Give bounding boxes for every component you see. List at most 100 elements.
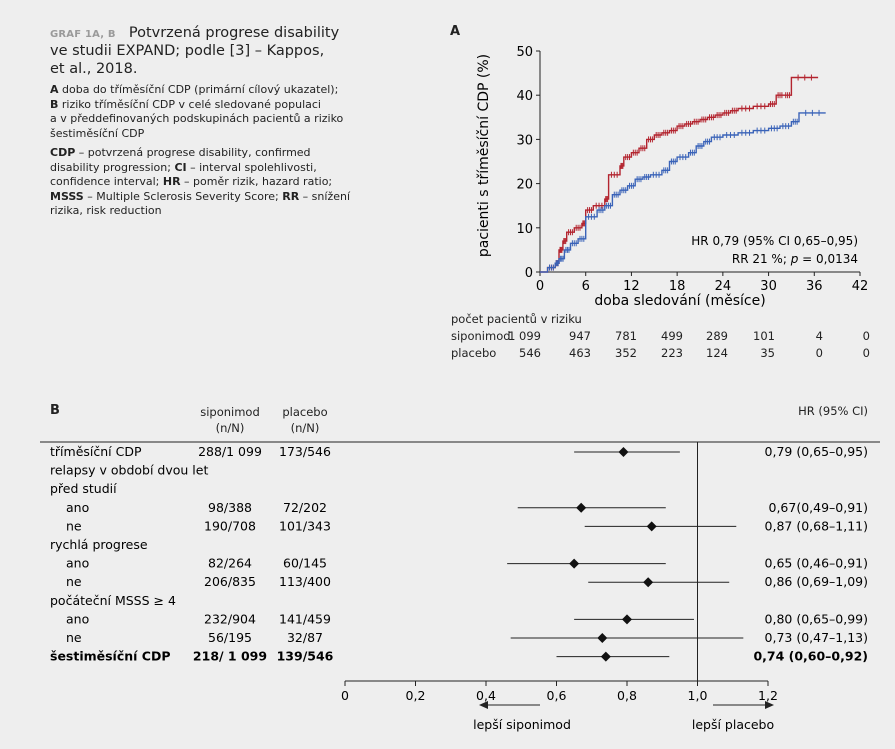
forest-x-tick-label: 0 bbox=[341, 688, 349, 703]
km-curve-chart: 0 10 20 30 40 50 0 6 12 18 24 30 36 42 doba sledování … bbox=[476, 45, 869, 309]
x-tick-label: 24 bbox=[715, 279, 732, 294]
series-siponimod-line bbox=[540, 112, 826, 273]
hr-ci-value: 0,74 (0,60–0,92) bbox=[753, 649, 868, 664]
subgroup-label: před studií bbox=[50, 481, 117, 496]
panel-a-label: A bbox=[450, 24, 461, 39]
subgroup-label: počáteční MSSS ≥ 4 bbox=[50, 593, 176, 608]
abbr-text: confidence interval; bbox=[50, 175, 163, 188]
subgroup-label: relapsy v období dvou let bbox=[50, 463, 208, 478]
risk-cell: 546 bbox=[519, 346, 541, 360]
hr-point-marker bbox=[597, 633, 608, 643]
col-header-siponimod: siponimod (n/N) bbox=[190, 404, 270, 436]
risk-cell: 4 bbox=[815, 329, 823, 343]
legend-a-label: A bbox=[50, 83, 59, 96]
y-tick-label: 0 bbox=[525, 266, 533, 281]
favors-left-arrow-head bbox=[479, 701, 488, 709]
hr-point-marker bbox=[576, 502, 587, 513]
subgroup-label: ne bbox=[66, 574, 82, 589]
risk-cell: 0 bbox=[815, 346, 823, 360]
subgroup-label: ne bbox=[66, 518, 82, 533]
legend-a-text: doba do tříměsíční CDP (primární cílový … bbox=[58, 83, 339, 96]
subgroup-label: ano bbox=[66, 611, 89, 626]
hr-ci-value: 0,79 (0,65–0,95) bbox=[765, 444, 868, 459]
siponimod-count: 190/708 bbox=[204, 518, 256, 533]
hr-ci-value: 0,67(0,49–0,91) bbox=[769, 500, 869, 515]
siponimod-count: 232/904 bbox=[204, 611, 256, 626]
legend-b-text: riziko tříměsíční CDP v celé sledované p… bbox=[58, 97, 321, 111]
abbr-key: CI bbox=[174, 160, 187, 174]
rr-annotation-part: p bbox=[790, 252, 799, 266]
forest-x-tick-label: 1,0 bbox=[688, 688, 708, 703]
hr-ci-value: 0,73 (0,47–1,13) bbox=[765, 630, 868, 645]
risk-cell: 0 bbox=[862, 346, 870, 360]
col-placebo-label: placebo bbox=[282, 405, 328, 419]
caption-title-line-2: ve studii EXPAND; podle [3] – Kappos, bbox=[50, 43, 325, 59]
y-tick-label: 20 bbox=[516, 178, 533, 193]
risk-cell: 124 bbox=[706, 346, 728, 360]
abbr-key: HR bbox=[162, 175, 181, 188]
y-tick-label: 30 bbox=[516, 133, 533, 148]
abbr-text: – Multiple Sclerosis Severity Score; bbox=[83, 189, 283, 203]
caption-tag: GRAF 1A, B bbox=[50, 29, 116, 40]
subgroup-label: rychlá progrese bbox=[50, 537, 148, 552]
rr-annotation-part: = 0,0134 bbox=[798, 252, 858, 266]
hr-point-marker bbox=[643, 577, 654, 588]
hr-annotation: HR 0,79 (95% CI 0,65–0,95) bbox=[691, 234, 858, 248]
risk-cell: 1 099 bbox=[508, 329, 541, 343]
forest-x-tick-label: 0,2 bbox=[406, 688, 426, 703]
placebo-count: 72/202 bbox=[283, 500, 327, 515]
x-tick-label: 0 bbox=[536, 279, 544, 294]
x-tick-label: 6 bbox=[582, 279, 590, 294]
forest-x-tick-label: 0,6 bbox=[547, 688, 567, 703]
siponimod-count: 98/388 bbox=[208, 500, 252, 515]
placebo-count: 141/459 bbox=[279, 611, 331, 626]
figure-caption: GRAF 1A, B Potvrzená progrese disability… bbox=[50, 22, 370, 219]
subgroup-label: tříměsíční CDP bbox=[50, 444, 142, 459]
risk-cell: 947 bbox=[569, 329, 591, 343]
y-tick-label: 10 bbox=[516, 222, 533, 237]
risk-cell: 463 bbox=[569, 346, 591, 360]
legend-b-label: B bbox=[50, 97, 59, 111]
rr-annotation-part: RR 21 %; bbox=[732, 252, 791, 266]
legend-b-line2: a v předdefinovaných podskupinách pacien… bbox=[50, 112, 344, 125]
forest-x-tick-label: 1,2 bbox=[758, 688, 778, 703]
rr-annotation: RR 21 %; p = 0,0134 bbox=[732, 252, 858, 266]
siponimod-count: 56/195 bbox=[208, 630, 252, 645]
subgroup-label: ano bbox=[66, 556, 89, 571]
hr-ci-value: 0,65 (0,46–0,91) bbox=[765, 556, 868, 571]
abbr-key: RR bbox=[282, 189, 300, 203]
abbr-text: – snížení bbox=[299, 189, 351, 203]
favors-right-arrow-head bbox=[765, 701, 774, 709]
placebo-count: 139/546 bbox=[277, 649, 334, 664]
abbr-key: CDP bbox=[50, 146, 76, 159]
col-placebo-sub: (n/N) bbox=[290, 421, 320, 435]
x-tick-label: 42 bbox=[852, 279, 869, 294]
subgroup-label: ano bbox=[66, 500, 89, 515]
abbr-key: MSSS bbox=[50, 189, 84, 203]
forest-x-tick-label: 0,4 bbox=[476, 688, 496, 703]
risk-cell: 781 bbox=[615, 329, 637, 343]
siponimod-count: 218/ 1 099 bbox=[193, 649, 267, 664]
risk-cell: 35 bbox=[760, 346, 775, 360]
hr-point-marker bbox=[569, 558, 580, 569]
favors-left-label: lepší siponimod bbox=[473, 717, 571, 732]
x-tick-label: 12 bbox=[623, 279, 640, 294]
abbr-text: – interval spolehlivosti, bbox=[186, 160, 317, 174]
series-placebo-line bbox=[540, 76, 819, 273]
risk-row-siponimod-name: siponimod bbox=[451, 329, 511, 343]
y-tick-label: 50 bbox=[516, 45, 533, 60]
siponimod-count: 82/264 bbox=[208, 556, 252, 571]
abbr-text: – potvrzená progrese disability, confirm… bbox=[75, 146, 311, 159]
x-tick-label: 30 bbox=[760, 279, 777, 294]
caption-legend: A doba do tříměsíční CDP (primární cílov… bbox=[50, 83, 370, 141]
hr-ci-value: 0,80 (0,65–0,99) bbox=[765, 611, 868, 626]
placebo-count: 113/400 bbox=[279, 574, 331, 589]
abbr-text: – poměr rizik, hazard ratio; bbox=[180, 175, 333, 188]
hr-point-marker bbox=[618, 447, 629, 457]
risk-cell: 223 bbox=[661, 346, 683, 360]
risk-cell: 499 bbox=[661, 329, 683, 343]
caption-title-line-3: et al., 2018. bbox=[50, 61, 138, 77]
y-axis-title: pacienti s tříměsíční CDP (%) bbox=[476, 54, 492, 257]
col-header-placebo: placebo (n/N) bbox=[267, 404, 343, 436]
x-tick-label: 18 bbox=[669, 279, 686, 294]
